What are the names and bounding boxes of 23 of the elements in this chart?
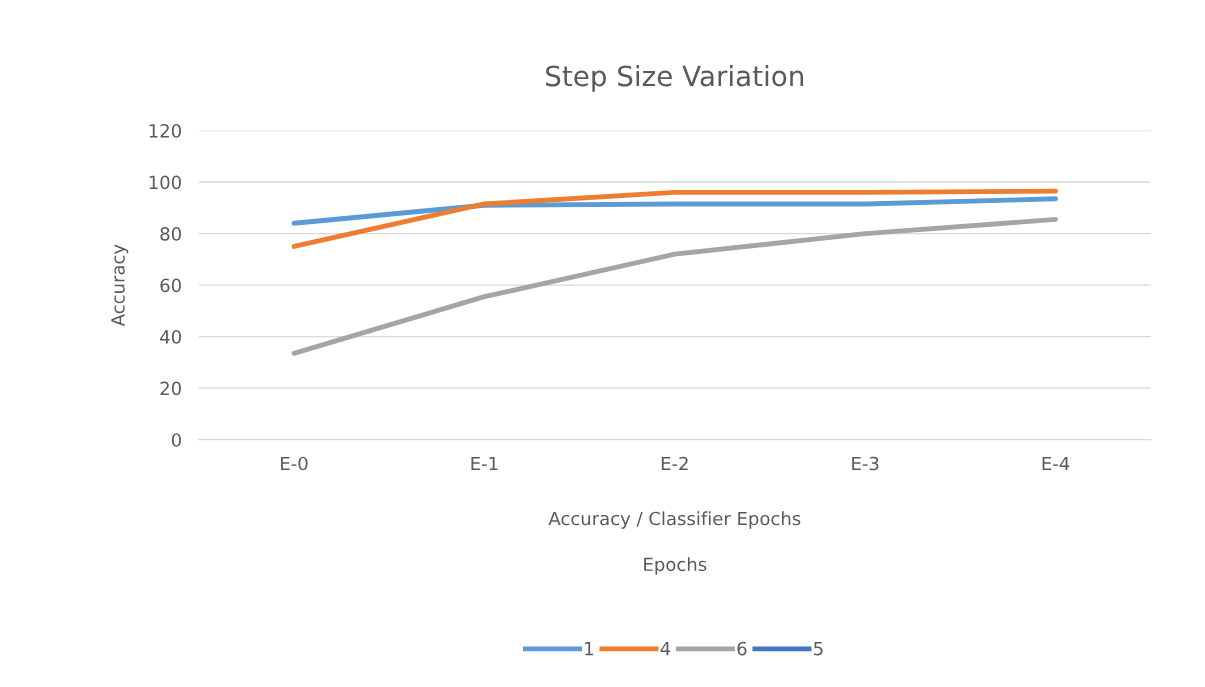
line-series	[291, 216, 1059, 356]
y-tick-label: 100	[149, 175, 181, 190]
y-tick-label: 120	[149, 123, 181, 138]
text: Accuracy / Classifier Epochs	[548, 511, 801, 529]
y-tick-label: 60	[160, 278, 181, 293]
x-tick-label: E-3	[852, 456, 879, 471]
y-tick-label: 80	[160, 227, 181, 241]
y-tick-label: 40	[160, 330, 181, 344]
line-series	[291, 188, 1059, 249]
legend-label: 4	[660, 641, 671, 656]
y-axis-title: Accuracy	[111, 244, 129, 327]
legend-label: 1	[585, 641, 594, 656]
x-axis-title: Epochs	[644, 557, 707, 575]
x-tick-label: E-0	[281, 456, 308, 471]
legend-label: 5	[814, 641, 823, 656]
y-tick-label: 0	[171, 433, 181, 447]
line-series	[291, 196, 1059, 226]
x-tick-label: E-2	[661, 456, 688, 471]
x-tick-label: E-4	[1042, 456, 1070, 471]
chart-title: Step Size Variation	[546, 64, 804, 92]
x-tick-label: E-1	[471, 456, 498, 471]
legend-label: 6	[737, 641, 747, 656]
y-tick-label: 20	[160, 381, 181, 396]
